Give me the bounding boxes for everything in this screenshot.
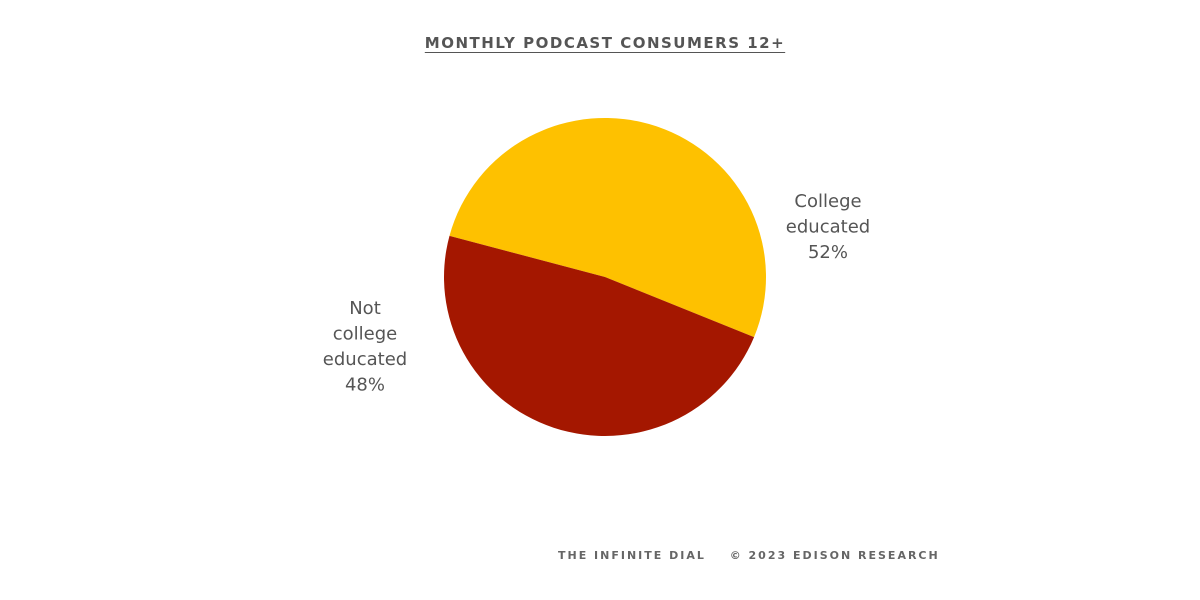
footer: THE INFINITE DIAL © 2023 EDISON RESEARCH bbox=[558, 549, 940, 562]
pie-slice-not-college-educated bbox=[443, 235, 755, 437]
slice-label-not-college-educated: Not college educated 48% bbox=[323, 298, 407, 396]
footer-copyright: © 2023 EDISON RESEARCH bbox=[729, 549, 940, 562]
pie-labels: College educated 52% Not college educated 48% bbox=[323, 191, 870, 396]
pie-slice-college-educated bbox=[449, 118, 766, 338]
chart-title: MONTHLY PODCAST CONSUMERS 12+ bbox=[424, 34, 786, 52]
slice-label-college-educated: College educated 52% bbox=[786, 191, 870, 263]
pie-slices bbox=[443, 118, 766, 437]
footer-source: THE INFINITE DIAL bbox=[558, 549, 706, 562]
